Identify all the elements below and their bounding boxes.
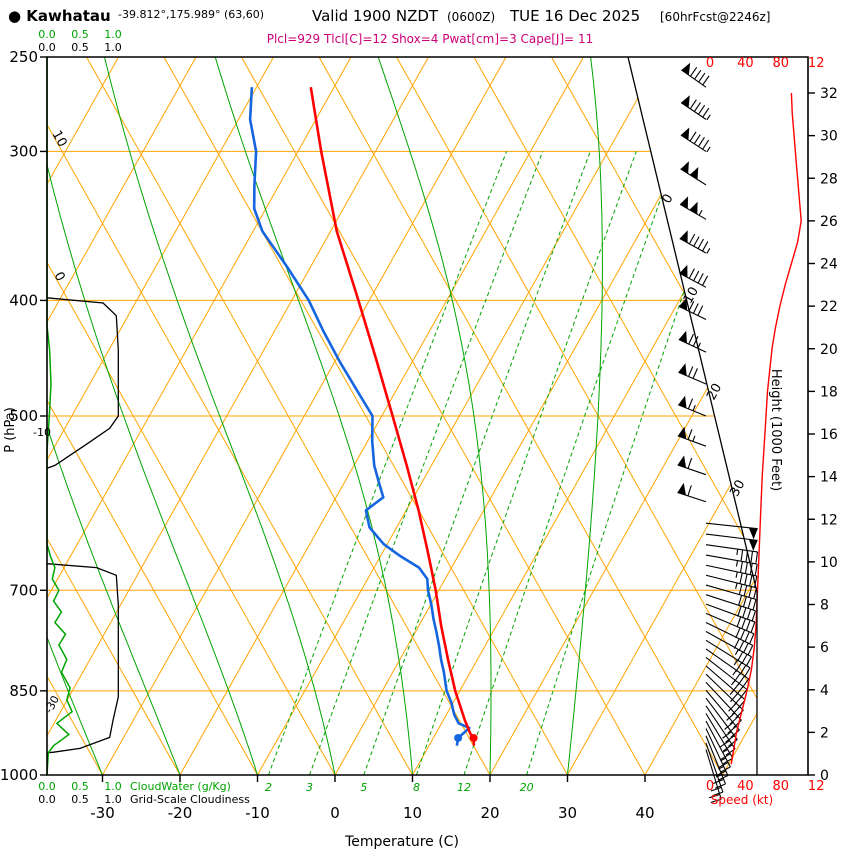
- sounding-profiles: [248, 86, 478, 746]
- svg-text:0.0: 0.0: [38, 28, 56, 41]
- svg-text:16: 16: [820, 427, 838, 443]
- svg-text:0: 0: [706, 56, 714, 71]
- svg-text:700: 700: [9, 581, 38, 599]
- svg-text:-10: -10: [245, 804, 270, 822]
- svg-text:-30: -30: [90, 804, 115, 822]
- svg-text:80: 80: [773, 56, 790, 71]
- skewt-grid: [47, 57, 757, 775]
- svg-text:22: 22: [820, 299, 838, 315]
- svg-text:2: 2: [820, 725, 829, 741]
- dewpoint-curve: [248, 87, 471, 746]
- svg-text:8: 8: [413, 781, 420, 794]
- svg-text:80: 80: [773, 779, 790, 794]
- svg-text:40: 40: [737, 779, 754, 794]
- svg-text:850: 850: [9, 682, 38, 700]
- valid-time: Valid 1900 NZDT: [312, 7, 439, 25]
- svg-text:-10: -10: [33, 426, 51, 439]
- svg-text:400: 400: [9, 291, 38, 309]
- svg-text:0.5: 0.5: [71, 793, 89, 806]
- temperature-curve: [309, 86, 476, 746]
- svg-text:1.0: 1.0: [104, 41, 122, 54]
- svg-text:-30: -30: [42, 693, 62, 715]
- svg-text:0: 0: [706, 779, 714, 794]
- svg-text:0.0: 0.0: [38, 41, 56, 54]
- svg-text:12: 12: [457, 781, 471, 794]
- svg-text:20: 20: [820, 342, 838, 358]
- svg-text:10: 10: [403, 804, 422, 822]
- valid-date: TUE 16 Dec 2025: [509, 7, 640, 25]
- surface-dewpoint-dot: [454, 733, 463, 742]
- svg-text:20: 20: [704, 381, 725, 403]
- svg-text:18: 18: [820, 384, 838, 400]
- cloudwater-scale-label: CloudWater (g/Kg): [130, 780, 231, 793]
- svg-text:20: 20: [480, 804, 499, 822]
- wind-speed-profile: [730, 92, 802, 765]
- svg-text:24: 24: [820, 257, 838, 273]
- svg-text:10: 10: [820, 555, 838, 571]
- cloudiness-layer: [46, 297, 119, 469]
- svg-text:1000: 1000: [0, 766, 38, 784]
- svg-text:0.5: 0.5: [71, 780, 89, 793]
- svg-text:40: 40: [635, 804, 654, 822]
- svg-text:8: 8: [820, 598, 829, 614]
- svg-text:0.5: 0.5: [71, 41, 89, 54]
- svg-text:12: 12: [808, 779, 825, 794]
- svg-text:0: 0: [330, 804, 340, 822]
- svg-text:4: 4: [820, 683, 829, 699]
- svg-text:1.0: 1.0: [104, 793, 122, 806]
- forecast-tag: [60hrFcst@2246z]: [660, 10, 770, 24]
- svg-text:12: 12: [808, 56, 825, 71]
- svg-text:0: 0: [660, 192, 677, 207]
- surface-temperature-dot: [469, 733, 478, 742]
- svg-text:0: 0: [50, 270, 67, 285]
- svg-text:0.5: 0.5: [71, 28, 89, 41]
- svg-text:28: 28: [820, 171, 838, 187]
- sounding-parameters: Plcl=929 Tlcl[C]=12 Shox=4 Pwat[cm]=3 Ca…: [267, 32, 594, 46]
- svg-text:-20: -20: [168, 804, 193, 822]
- svg-text:30: 30: [820, 129, 838, 145]
- svg-text:12: 12: [820, 512, 838, 528]
- svg-text:6: 6: [820, 640, 829, 656]
- pressure-axis-label: P (hPa): [3, 407, 18, 453]
- cloudiness-scale-label: Grid-Scale Cloudiness: [130, 793, 250, 806]
- height-axis-label: Height (1000 Feet): [768, 369, 783, 491]
- svg-text:0: 0: [820, 768, 829, 784]
- svg-text:300: 300: [9, 142, 38, 160]
- wind-barbs: [677, 62, 759, 803]
- svg-text:20: 20: [520, 781, 534, 794]
- speed-curve: [730, 92, 802, 765]
- station-coords: -39.812°,175.989° (63,60): [118, 8, 264, 21]
- svg-text:1.0: 1.0: [104, 28, 122, 41]
- svg-text:30: 30: [727, 478, 748, 500]
- valid-zulu: (0600Z): [447, 10, 495, 24]
- speed-axis-label: Speed (kt): [711, 793, 773, 807]
- svg-text:250: 250: [9, 48, 38, 66]
- cloudwater-curve: [46, 57, 74, 776]
- cloud-profiles: [46, 57, 119, 776]
- svg-text:2: 2: [265, 781, 272, 794]
- station-name: ● Kawhatau: [8, 7, 111, 25]
- svg-text:500: 500: [9, 407, 38, 425]
- svg-text:3: 3: [306, 781, 313, 794]
- svg-text:1.0: 1.0: [104, 780, 122, 793]
- cloudiness-layer: [46, 563, 119, 754]
- svg-text:0.0: 0.0: [38, 793, 56, 806]
- svg-text:0.0: 0.0: [38, 780, 56, 793]
- svg-text:10: 10: [48, 128, 69, 150]
- svg-text:10: 10: [681, 285, 702, 307]
- svg-text:26: 26: [820, 214, 838, 230]
- svg-text:32: 32: [820, 86, 838, 102]
- svg-text:40: 40: [737, 56, 754, 71]
- temperature-axis-label: Temperature (C): [344, 834, 459, 850]
- svg-text:30: 30: [558, 804, 577, 822]
- svg-text:5: 5: [360, 781, 367, 794]
- svg-text:14: 14: [820, 470, 838, 486]
